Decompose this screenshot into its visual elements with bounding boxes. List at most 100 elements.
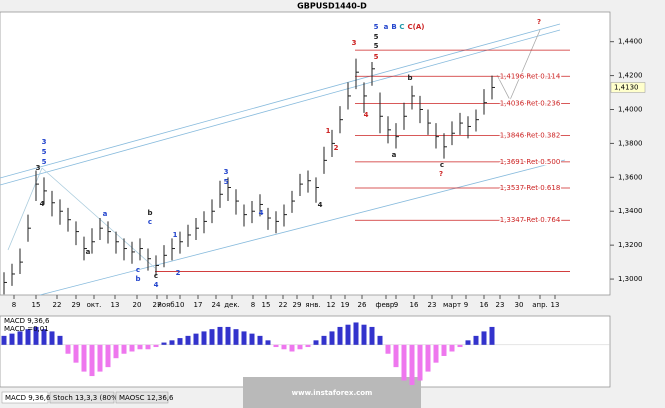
ohlc-bar	[171, 238, 175, 261]
macd-bar	[105, 344, 111, 368]
x-tick-label: 16	[410, 301, 419, 309]
macd-bar	[449, 344, 455, 352]
watermark-box	[243, 377, 421, 408]
wave-label: B	[391, 23, 396, 31]
y-tick-label: 1,3600	[618, 173, 643, 181]
x-tick-label: 27	[153, 301, 162, 309]
tab[interactable]	[49, 391, 115, 404]
ohlc-bar	[331, 129, 335, 157]
level-label: 1,4196 Ret 0.114	[500, 72, 561, 80]
macd-bar	[249, 333, 255, 345]
wave-label: a	[392, 151, 397, 159]
y-tick-label: 1,3200	[618, 241, 643, 249]
x-tick-label: 23	[496, 301, 505, 309]
macd-bar	[169, 340, 175, 345]
ohlc-bar	[243, 204, 247, 227]
wave-label: a	[103, 210, 108, 218]
x-tick-label: 9	[394, 301, 398, 309]
ohlc-bar	[99, 218, 103, 241]
ohlc-bar	[427, 109, 431, 135]
macd-bar	[201, 331, 207, 345]
macd-bar	[145, 344, 151, 350]
tab[interactable]	[115, 391, 169, 404]
macd-bar	[185, 335, 191, 345]
y-tick-label: 1,4200	[618, 72, 643, 80]
ohlc-bar	[227, 177, 231, 202]
ohlc-bar	[307, 170, 311, 193]
ohlc-bar	[267, 207, 271, 230]
x-tick-label: март	[443, 301, 461, 309]
wave-label: 3	[42, 138, 47, 146]
ohlc-bar	[347, 82, 351, 110]
wave-label: ?	[439, 170, 443, 178]
macd-bar	[177, 338, 183, 345]
macd-bar	[361, 324, 367, 345]
macd-bar	[473, 335, 479, 345]
channel-lines	[0, 23, 566, 296]
macd-bar	[49, 331, 55, 345]
level-label: 1,3347 Ret 0.764	[500, 216, 561, 224]
tab-label[interactable]: MAOSC 12,36,6	[119, 394, 174, 402]
macd-bar	[273, 344, 279, 348]
macd-bar	[41, 329, 47, 345]
ohlc-bar	[139, 238, 143, 261]
channel-line	[0, 29, 561, 186]
x-tick-label: 10	[176, 301, 185, 309]
macd-bar	[425, 344, 431, 372]
y-tick-label: 1,3400	[618, 207, 643, 215]
ohlc-bar	[403, 102, 407, 130]
x-tick-label: янв.	[305, 301, 320, 309]
level-label: 1,3846 Ret 0.382	[500, 132, 561, 140]
wave-label: c	[148, 218, 152, 226]
level-label: 1,4036 Ret 0.236	[500, 99, 561, 107]
level-label: 1,3691 Ret 0.500	[500, 158, 561, 166]
x-tick-label: 26	[358, 301, 367, 309]
wave-label: 1	[173, 231, 178, 239]
wave-label: 4	[318, 201, 323, 209]
wave-label: 3	[36, 164, 41, 172]
ohlc-bar	[3, 272, 7, 295]
ohlc-bar	[323, 146, 327, 174]
wave-label: 5	[224, 178, 229, 186]
x-tick-label: 8	[12, 301, 16, 309]
ohlc-bar	[147, 248, 151, 271]
ohlc-bar	[379, 92, 383, 134]
macd-bar	[409, 344, 415, 385]
x-tick-label: 24	[212, 301, 221, 309]
wave-label: b	[135, 275, 140, 283]
macd-bar	[377, 335, 383, 345]
wave-label: 5	[374, 23, 379, 31]
ohlc-bar	[27, 214, 31, 242]
macd-bar	[217, 326, 223, 345]
wave-label: ?	[537, 18, 541, 26]
x-tick-label: 22	[53, 301, 62, 309]
macd-bar	[9, 333, 15, 345]
ohlc-bar	[435, 123, 439, 149]
tab[interactable]	[1, 391, 49, 404]
wave-label: a	[384, 23, 389, 31]
wave-label: 5	[374, 33, 379, 41]
ohlc-bar	[475, 109, 479, 132]
ohlc-bar	[235, 189, 239, 215]
tab-label[interactable]: MACD 9,36,6	[5, 394, 51, 402]
macd-bar	[113, 344, 119, 359]
x-tick-label: окт.	[87, 301, 102, 309]
ohlc-bar	[411, 85, 415, 110]
macd-bar	[281, 344, 287, 350]
macd-bar	[25, 329, 31, 345]
forecast-path	[496, 29, 541, 101]
macd-bar	[353, 322, 359, 345]
wave-line	[41, 167, 156, 269]
ohlc-bar	[283, 204, 287, 227]
x-tick-label: 13	[111, 301, 120, 309]
last-price-label: 1,4130	[614, 83, 639, 91]
macd-bar	[1, 335, 7, 345]
x-tick-label: февр.	[375, 301, 396, 309]
ohlc-bar	[107, 221, 111, 244]
wave-label: 4	[259, 209, 264, 217]
tab-label[interactable]: Stoch 13,3,3 (80%-20%)	[53, 394, 139, 402]
macd-bar	[89, 344, 95, 377]
ohlc-bar	[35, 170, 39, 202]
x-tick-label: 29	[72, 301, 81, 309]
wave-label: 1	[326, 127, 331, 135]
